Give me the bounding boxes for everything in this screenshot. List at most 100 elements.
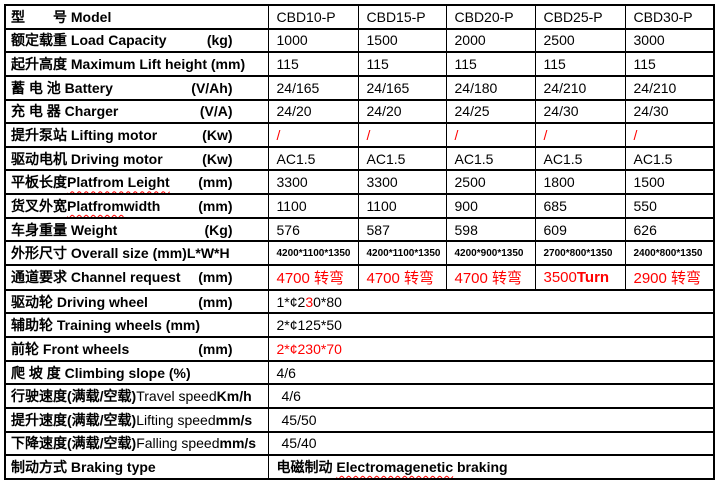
travel-speed-unit: Km/h <box>216 388 252 405</box>
climbing-slope-label-text: 爬 坡 度 Climbing slope (%) <box>11 364 191 381</box>
charger-value-text: 24/20 <box>276 103 312 120</box>
charger-value-2: 24/20 <box>357 98 447 125</box>
row-overall-size: 外形尺寸 Overall size (mm)L*W*H 4200*1100*135… <box>4 240 715 267</box>
model-value-text: CBD30-P <box>633 8 693 25</box>
platform-width-value-3: 900 <box>445 193 536 219</box>
load-capacity-value-4: 2500 <box>534 27 626 54</box>
charger-value-text: 24/30 <box>543 103 579 120</box>
falling-speed-label-text: mm/s <box>219 435 257 452</box>
driving-wheel-label: 驱动轮 Driving wheel (mm) <box>4 288 269 315</box>
channel-request-value-text: 4700 转弯 <box>366 269 435 287</box>
max-lift-height-value-text: 115 <box>543 56 566 73</box>
max-lift-height-value-text: 115 <box>276 56 299 73</box>
falling-speed-label: 下降速度(满载/空载) Falling speed mm/s <box>4 430 269 457</box>
driving-wheel-unit: (mm) <box>198 293 233 310</box>
platform-length-value-text: 2500 <box>454 174 486 191</box>
lifting-motor-label-text: 提升泵站 Lifting motor <box>11 127 158 144</box>
row-channel-request: 通道要求 Channel request (mm) 4700 转弯 4700 转弯 47… <box>4 264 715 291</box>
channel-request-value-text: 3500 <box>543 268 577 286</box>
driving-motor-value-2: AC1.5 <box>357 145 447 172</box>
channel-request-label: 通道要求 Channel request (mm) <box>4 264 269 291</box>
lifting-motor-value-2: / <box>357 122 447 148</box>
row-load-capacity: 额定载重 Load Capacity (kg) 1000 1500 2000 2500 30… <box>4 27 715 54</box>
braking-type-value-text: 电磁制动 <box>276 459 337 476</box>
driving-motor-value-text: AC1.5 <box>366 150 406 167</box>
front-wheels-label: 前轮 Front wheels (mm) <box>4 336 269 362</box>
driving-motor-value-1: AC1.5 <box>267 145 359 172</box>
load-capacity-value-text: 1000 <box>276 32 308 49</box>
overall-size-value-4: 2700*800*1350 <box>534 240 626 267</box>
misspelled-braking-type-value-text: Electromagenetic <box>336 459 454 476</box>
battery-value-text: 24/165 <box>366 79 410 96</box>
lifting-motor-value-text: / <box>633 127 638 144</box>
row-weight: 车身重量 Weight (Kg) 576 587 598 609 626 <box>4 216 715 243</box>
platform-width-value-1: 1100 <box>267 193 359 219</box>
charger-value-5: 24/30 <box>624 98 715 125</box>
row-lifting-speed: 提升速度(满载/空载) Lifting speed mm/s 45/50 <box>4 406 715 433</box>
charger-label: 充 电 器 Charger (V/A) <box>4 98 269 125</box>
max-lift-height-value-4: 115 <box>534 51 626 77</box>
channel-request-value-text: 4700 转弯 <box>454 269 523 287</box>
load-capacity-value-2: 1500 <box>357 27 447 54</box>
weight-value-3: 598 <box>445 216 536 243</box>
driving-motor-unit: (Kw) <box>202 150 233 167</box>
lifting-motor-unit: (Kw) <box>202 127 233 144</box>
battery-value-text: 24/210 <box>543 79 587 96</box>
travel-speed-label-text: 行驶速度(满载/空载) <box>11 388 137 405</box>
platform-width-label: 货叉外宽 Platfrom width (mm) <box>4 193 269 219</box>
weight-value-1: 576 <box>267 216 359 243</box>
lifting-motor-value-5: / <box>624 122 715 148</box>
load-capacity-value-text: 3000 <box>633 32 665 49</box>
battery-value-text: 24/180 <box>454 79 498 96</box>
braking-type-value-text: braking <box>453 459 508 476</box>
weight-value-text: 626 <box>633 221 657 238</box>
row-max-lift-height: 起升高度 Maximum Lift height (mm) 115 115 115 11… <box>4 51 715 77</box>
braking-type-label-text: 制动方式 Braking type <box>11 459 156 476</box>
lifting-motor-value-text: / <box>366 127 371 144</box>
driving-motor-label: 驱动电机 Driving motor (Kw) <box>4 145 269 172</box>
training-wheels-label: 辅助轮 Training wheels (mm) <box>4 312 269 339</box>
row-driving-motor: 驱动电机 Driving motor (Kw) AC1.5 AC1.5 AC1.5 AC1… <box>4 145 715 172</box>
driving-motor-value-text: AC1.5 <box>454 150 494 167</box>
model-value-text: CBD20-P <box>454 8 514 25</box>
channel-request-value-1: 4700 转弯 <box>267 264 359 291</box>
model-value-text: CBD10-P <box>276 8 336 25</box>
battery-value-text: 24/210 <box>633 79 677 96</box>
battery-value-3: 24/180 <box>445 74 536 101</box>
load-capacity-value-text: 2500 <box>543 32 575 49</box>
driving-motor-value-text: AC1.5 <box>276 150 316 167</box>
weight-value-text: 598 <box>454 221 478 238</box>
lifting-speed-label-text: 提升速度(满载/空载) <box>11 411 137 428</box>
lifting-speed-label-text: Lifting speed <box>136 411 216 428</box>
driving-wheel-value: 1*¢230*80 <box>267 288 715 315</box>
spec-table: 型 号 Model CBD10-P CBD15-P CBD20-P CBD25-P CBD… <box>4 4 715 480</box>
weight-value-4: 609 <box>534 216 626 243</box>
driving-motor-value-text: AC1.5 <box>543 150 583 167</box>
max-lift-height-value-text: 115 <box>366 56 389 73</box>
load-capacity-value-5: 3000 <box>624 27 715 54</box>
charger-label-text: 充 电 器 Charger <box>11 103 119 120</box>
charger-value-text: 24/25 <box>454 103 490 120</box>
weight-value-text: 576 <box>276 221 300 238</box>
battery-label: 蓄 电 池 Battery (V/Ah) <box>4 74 269 101</box>
load-capacity-value-3: 2000 <box>445 27 536 54</box>
platform-length-value-text: 1800 <box>543 174 575 191</box>
model-label: 型 号 Model <box>4 4 269 30</box>
row-climbing-slope: 爬 坡 度 Climbing slope (%) 4/6 <box>4 359 715 386</box>
platform-length-value-3: 2500 <box>445 169 536 196</box>
platform-width-value-5: 550 <box>624 193 715 219</box>
front-wheels-value: 2*¢230*70 <box>267 336 715 362</box>
load-capacity-label-text: 额定载重 Load Capacity <box>11 32 167 49</box>
channel-request-unit: (mm) <box>198 269 233 286</box>
overall-size-value-text: 2400*800*1350 <box>633 247 703 259</box>
driving-motor-value-text: AC1.5 <box>633 150 673 167</box>
row-travel-speed: 行驶速度(满载/空载) Travel speed Km/h 4/6 <box>4 383 715 409</box>
training-wheels-label-text: 辅助轮 Training wheels (mm) <box>11 317 201 334</box>
platform-width-label-text: width <box>123 197 161 214</box>
platform-width-value-text: 1100 <box>276 197 307 214</box>
platform-length-value-2: 3300 <box>357 169 447 196</box>
climbing-slope-value: 4/6 <box>267 359 715 386</box>
max-lift-height-value-text: 115 <box>633 56 656 73</box>
platform-width-value-4: 685 <box>534 193 626 219</box>
channel-request-value-text: 4700 转弯 <box>276 269 345 287</box>
